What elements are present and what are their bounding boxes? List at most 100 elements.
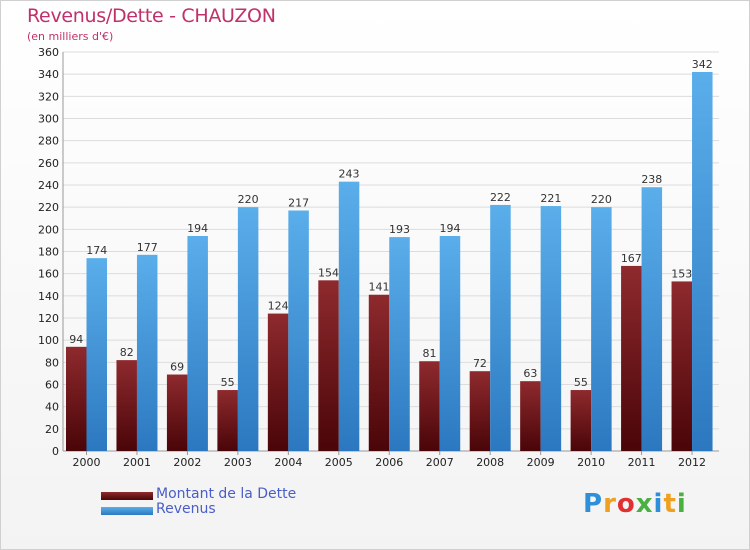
- logo-letter: i: [653, 489, 664, 519]
- y-tick-label: 180: [38, 246, 59, 259]
- bar-revenus: [338, 181, 360, 452]
- bar-chart: 0 20 40 60 80 100 120 140 160 180 200 220 240 260 280 3…: [38, 46, 719, 469]
- y-tick-label: 240: [38, 179, 59, 192]
- y-tick-label: 300: [38, 113, 59, 126]
- bar-revenus: [136, 254, 158, 451]
- bar-revenus: [439, 235, 461, 451]
- value-label-revenus: 193: [389, 223, 410, 236]
- x-tick-label: 2000: [73, 456, 101, 469]
- value-label-dette: 72: [473, 357, 487, 370]
- bar-revenus: [389, 237, 410, 451]
- y-tick-label: 200: [38, 223, 59, 236]
- bar-dette: [419, 361, 440, 451]
- logo-letter: r: [603, 489, 617, 519]
- value-label-dette: 167: [621, 252, 642, 265]
- value-label-revenus: 342: [692, 58, 713, 71]
- bar-revenus: [641, 187, 663, 451]
- value-label-revenus: 177: [137, 241, 158, 254]
- value-label-revenus: 220: [591, 193, 612, 206]
- bar-dette: [469, 371, 491, 451]
- y-tick-label: 140: [38, 290, 59, 303]
- value-label-dette: 141: [369, 281, 390, 294]
- x-tick-label: 2006: [375, 456, 403, 469]
- bar-revenus: [237, 207, 259, 451]
- bar-dette: [621, 265, 642, 451]
- bar-dette: [267, 313, 289, 451]
- logo-letter: P: [583, 489, 604, 519]
- y-tick-label: 100: [38, 334, 59, 347]
- value-label-dette: 154: [318, 266, 339, 279]
- value-label-dette: 63: [523, 367, 537, 380]
- logo-letter: t: [663, 489, 677, 519]
- bar-dette: [671, 281, 693, 451]
- y-tick-label: 160: [38, 268, 59, 281]
- bar-dette: [368, 294, 390, 451]
- legend-label-dette: Montant de la Dette: [156, 486, 297, 502]
- bar-dette: [116, 360, 137, 451]
- x-tick-label: 2008: [476, 456, 504, 469]
- y-tick-label: 60: [45, 379, 59, 392]
- value-label-revenus: 221: [540, 192, 561, 205]
- value-label-dette: 81: [422, 347, 436, 360]
- value-label-dette: 124: [268, 300, 289, 313]
- legend-label-revenus: Revenus: [156, 501, 216, 517]
- legend-swatch-dette: [101, 492, 153, 500]
- logo-letter: x: [635, 489, 654, 519]
- bar-revenus: [540, 206, 562, 451]
- legend-swatch-revenus: [101, 507, 153, 515]
- value-label-revenus: 217: [288, 196, 309, 209]
- value-label-revenus: 243: [339, 168, 360, 181]
- y-tick-label: 340: [38, 68, 59, 81]
- bar-dette: [520, 381, 541, 451]
- y-tick-label: 220: [38, 201, 59, 214]
- y-tick-label: 20: [45, 423, 59, 436]
- value-label-revenus: 222: [490, 191, 511, 204]
- bar-revenus: [288, 210, 309, 451]
- x-tick-label: 2012: [678, 456, 706, 469]
- bar-revenus: [490, 204, 511, 451]
- x-tick-label: 2005: [325, 456, 353, 469]
- y-tick-label: 80: [45, 356, 59, 369]
- bar-revenus: [187, 235, 208, 451]
- value-label-dette: 82: [120, 346, 134, 359]
- value-label-revenus: 174: [86, 244, 107, 257]
- x-tick-label: 2007: [426, 456, 454, 469]
- bar-revenus: [591, 207, 612, 451]
- bar-dette: [217, 390, 238, 451]
- value-label-dette: 94: [69, 333, 83, 346]
- x-tick-label: 2001: [123, 456, 151, 469]
- value-label-dette: 153: [671, 267, 692, 280]
- x-tick-label: 2011: [628, 456, 656, 469]
- value-label-dette: 55: [221, 376, 235, 389]
- x-tick-label: 2010: [577, 456, 605, 469]
- x-tick-label: 2009: [527, 456, 555, 469]
- logo-letter: o: [616, 489, 636, 519]
- x-tick-label: 2002: [173, 456, 201, 469]
- y-tick-label: 120: [38, 312, 59, 325]
- value-label-dette: 69: [170, 361, 184, 374]
- value-label-revenus: 220: [238, 193, 259, 206]
- bar-dette: [166, 374, 188, 451]
- value-label-revenus: 194: [187, 222, 208, 235]
- y-tick-label: 40: [45, 401, 59, 414]
- value-label-revenus: 238: [641, 173, 662, 186]
- bar-revenus: [86, 258, 107, 451]
- bar-dette: [570, 390, 592, 451]
- y-tick-label: 260: [38, 157, 59, 170]
- x-tick-label: 2004: [274, 456, 302, 469]
- chart-subtitle: (en milliers d'€): [27, 30, 114, 43]
- chart-title: Revenus/Dette - CHAUZON: [27, 5, 276, 27]
- y-tick-label: 360: [38, 46, 59, 59]
- value-label-dette: 55: [574, 376, 588, 389]
- bar-revenus: [692, 71, 713, 451]
- logo-letter: i: [676, 489, 687, 519]
- y-tick-label: 0: [52, 445, 59, 458]
- bar-dette: [318, 280, 339, 451]
- value-label-revenus: 194: [439, 222, 460, 235]
- y-tick-label: 320: [38, 90, 59, 103]
- x-tick-label: 2003: [224, 456, 252, 469]
- proxiti-logo: Proxiti: [583, 489, 687, 519]
- bar-dette: [66, 346, 87, 451]
- y-tick-label: 280: [38, 135, 59, 148]
